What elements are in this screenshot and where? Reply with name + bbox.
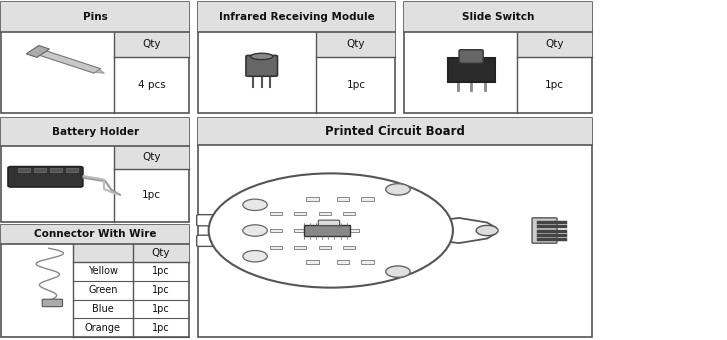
Bar xyxy=(1,225,189,243)
Bar xyxy=(361,260,374,264)
Bar xyxy=(1,2,189,113)
Text: Infrared Receiving Module: Infrared Receiving Module xyxy=(219,12,374,22)
Bar xyxy=(316,32,395,56)
Text: 4 pcs: 4 pcs xyxy=(137,80,165,90)
Text: Pins: Pins xyxy=(83,12,108,22)
Bar xyxy=(114,146,189,169)
Bar xyxy=(337,198,349,201)
Bar xyxy=(347,229,359,232)
Polygon shape xyxy=(34,49,101,73)
Bar xyxy=(73,243,189,262)
FancyBboxPatch shape xyxy=(318,220,340,225)
Text: Qty: Qty xyxy=(545,39,563,49)
Text: 1pc: 1pc xyxy=(545,80,563,90)
FancyBboxPatch shape xyxy=(197,215,216,226)
Text: Orange: Orange xyxy=(85,323,121,333)
Bar xyxy=(18,168,30,172)
Bar xyxy=(1,225,189,337)
Text: Slide Switch: Slide Switch xyxy=(462,12,534,22)
Circle shape xyxy=(209,173,453,288)
Text: 1pc: 1pc xyxy=(347,80,366,90)
Polygon shape xyxy=(401,218,496,243)
Circle shape xyxy=(243,251,268,262)
Text: Qty: Qty xyxy=(142,39,161,49)
Text: 1pc: 1pc xyxy=(152,266,170,276)
Bar xyxy=(114,32,189,56)
Bar xyxy=(270,212,282,215)
Bar xyxy=(304,225,350,236)
Text: Yellow: Yellow xyxy=(88,266,118,276)
Bar xyxy=(34,168,46,172)
Circle shape xyxy=(386,266,410,277)
Bar xyxy=(306,198,318,201)
Bar xyxy=(318,246,331,249)
Text: Blue: Blue xyxy=(92,304,114,314)
Polygon shape xyxy=(95,69,105,73)
Bar xyxy=(1,118,189,146)
Bar xyxy=(318,212,331,215)
Bar xyxy=(318,229,331,232)
Bar xyxy=(270,246,282,249)
Bar xyxy=(294,212,306,215)
Bar xyxy=(448,58,494,82)
Ellipse shape xyxy=(251,53,273,60)
Bar xyxy=(294,229,306,232)
Circle shape xyxy=(476,225,498,236)
FancyBboxPatch shape xyxy=(42,299,63,307)
FancyBboxPatch shape xyxy=(8,167,83,187)
Bar xyxy=(66,168,78,172)
FancyBboxPatch shape xyxy=(246,55,278,76)
Bar xyxy=(50,168,62,172)
Bar xyxy=(361,198,374,201)
Bar xyxy=(343,212,356,215)
Bar xyxy=(198,118,592,146)
Text: 1pc: 1pc xyxy=(152,323,170,333)
Text: Green: Green xyxy=(88,285,118,295)
Polygon shape xyxy=(26,46,49,57)
Text: Printed Circuit Board: Printed Circuit Board xyxy=(325,125,465,138)
Bar xyxy=(404,2,592,32)
Text: Qty: Qty xyxy=(347,39,365,49)
Text: Qty: Qty xyxy=(152,248,170,258)
Bar xyxy=(198,2,395,113)
Bar xyxy=(270,229,282,232)
FancyBboxPatch shape xyxy=(459,50,483,63)
Bar xyxy=(517,32,592,56)
Text: 1pc: 1pc xyxy=(152,285,170,295)
Text: 1pc: 1pc xyxy=(152,304,170,314)
Text: 1pc: 1pc xyxy=(142,190,161,200)
Text: Connector With Wire: Connector With Wire xyxy=(34,230,156,239)
Text: Battery Holder: Battery Holder xyxy=(52,127,139,137)
Text: Qty: Qty xyxy=(142,152,161,163)
Bar xyxy=(343,246,356,249)
Bar xyxy=(294,246,306,249)
Bar xyxy=(198,118,592,337)
Circle shape xyxy=(243,225,268,236)
Bar xyxy=(337,260,349,264)
FancyBboxPatch shape xyxy=(197,235,216,246)
Bar xyxy=(198,2,395,32)
Bar xyxy=(404,2,592,113)
Circle shape xyxy=(386,184,410,195)
Bar xyxy=(306,260,318,264)
Bar xyxy=(1,2,189,32)
FancyBboxPatch shape xyxy=(532,218,557,243)
Bar xyxy=(1,118,189,222)
Circle shape xyxy=(243,199,268,210)
